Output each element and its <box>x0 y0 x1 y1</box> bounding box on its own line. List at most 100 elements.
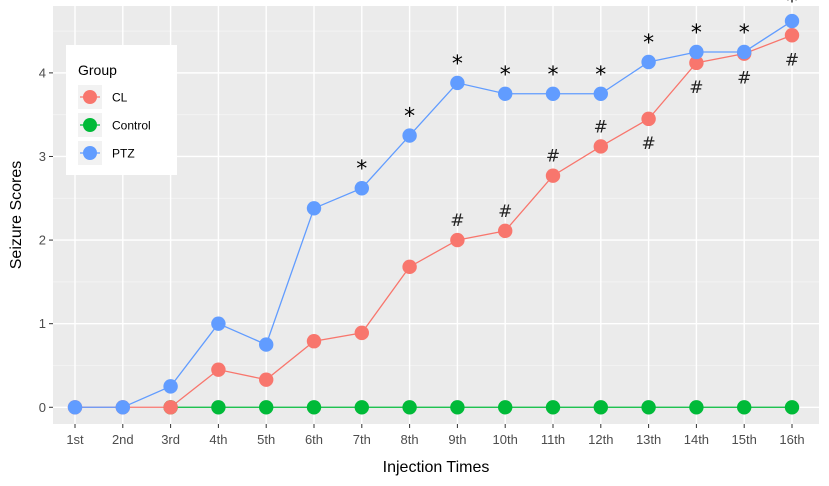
x-tick-label: 4th <box>209 432 227 447</box>
x-tick-label: 13th <box>636 432 661 447</box>
data-point-cl <box>641 111 656 127</box>
x-axis: 1st 2nd 3rd 4th 5th 6th 7th 8th 9th 10th 11th 12th 1… <box>66 424 805 447</box>
significance-hash: # <box>546 147 560 167</box>
data-point-ptz <box>784 13 800 29</box>
data-point-ptz <box>402 128 417 143</box>
data-point-control <box>211 400 226 415</box>
significance-hash: # <box>594 117 608 137</box>
data-point-control <box>784 400 800 415</box>
data-point-ptz <box>450 75 465 91</box>
series-points <box>67 13 800 415</box>
data-point-cl <box>211 362 226 377</box>
data-point-control <box>354 400 369 415</box>
data-point-ptz <box>498 86 513 101</box>
x-tick-label: 2nd <box>112 432 134 447</box>
data-point-control <box>593 400 608 415</box>
y-axis-title: Seizure Scores <box>8 161 25 270</box>
data-point-control <box>545 400 561 415</box>
data-point-ptz <box>211 316 226 331</box>
data-point-ptz <box>641 54 656 70</box>
x-tick-label: 9th <box>448 432 466 447</box>
y-tick-label: 1 <box>39 316 46 331</box>
legend: Group CL Control PTZ <box>66 45 177 175</box>
significance-star: * <box>356 157 367 182</box>
significance-star: * <box>643 31 654 56</box>
x-tick-label: 15th <box>732 432 757 447</box>
data-point-control <box>259 400 274 415</box>
data-point-ptz <box>545 86 561 101</box>
legend-label-control: Control <box>112 119 151 133</box>
data-point-ptz <box>689 44 704 60</box>
significance-star: * <box>595 63 606 88</box>
legend-key-point-cl <box>83 90 97 104</box>
data-point-cl <box>259 372 274 387</box>
x-tick-label: 8th <box>401 432 419 447</box>
data-point-ptz <box>737 44 752 60</box>
data-point-cl <box>689 55 704 71</box>
data-point-cl <box>306 334 322 349</box>
data-point-cl <box>784 28 800 43</box>
plot-panel <box>53 6 819 424</box>
data-point-cl <box>593 139 608 154</box>
data-point-control <box>737 400 752 415</box>
x-tick-label: 14th <box>684 432 709 447</box>
y-tick-label: 3 <box>39 149 46 164</box>
data-point-ptz <box>593 86 608 101</box>
data-point-ptz <box>354 181 369 196</box>
data-point-ptz <box>259 337 274 352</box>
legend-keys: CL Control PTZ <box>78 85 151 165</box>
significance-star: * <box>452 52 463 77</box>
data-point-control <box>641 400 656 415</box>
x-axis-title: Injection Times <box>383 459 490 476</box>
significance-star: * <box>691 21 702 46</box>
data-point-control <box>450 400 465 415</box>
x-tick-label: 11th <box>541 432 565 447</box>
y-tick-label: 0 <box>39 400 46 415</box>
data-point-cl <box>354 325 369 341</box>
legend-label-ptz: PTZ <box>112 147 135 161</box>
x-tick-label: 7th <box>353 432 371 447</box>
data-point-cl <box>498 223 513 239</box>
data-point-ptz <box>163 379 178 394</box>
data-point-cl <box>545 168 561 183</box>
legend-title: Group <box>78 62 117 78</box>
x-tick-label: 6th <box>305 432 323 447</box>
significance-star: * <box>404 105 415 130</box>
y-axis: 0 1 2 3 4 <box>39 65 53 415</box>
x-tick-label: 3rd <box>161 432 180 447</box>
x-tick-label: 16th <box>779 432 804 447</box>
data-point-ptz <box>115 400 130 415</box>
legend-key-point-ptz <box>83 146 97 160</box>
data-point-cl <box>163 400 178 415</box>
significance-star: * <box>739 21 750 46</box>
significance-hash: # <box>641 134 655 154</box>
significance-hash: # <box>689 78 703 98</box>
data-point-ptz <box>67 400 83 415</box>
grid-minor <box>53 30 819 366</box>
data-point-ptz <box>306 201 322 216</box>
data-point-cl <box>402 259 417 275</box>
data-point-control <box>402 400 417 415</box>
significance-annotations: * * * * * * * * * * # # # # # # # # <box>356 0 799 231</box>
significance-star: * <box>548 63 559 88</box>
series-line-ptz <box>75 20 793 408</box>
significance-hash: # <box>785 50 799 70</box>
y-tick-label: 2 <box>39 233 46 248</box>
grid-major <box>53 6 819 424</box>
series-lines <box>75 20 793 408</box>
data-point-cl <box>450 232 465 248</box>
significance-hash: # <box>498 202 512 222</box>
x-tick-label: 10th <box>493 432 518 447</box>
significance-star: * <box>787 0 798 15</box>
significance-hash: # <box>737 69 751 89</box>
x-tick-label: 12th <box>588 432 613 447</box>
y-tick-label: 4 <box>39 65 46 80</box>
significance-star: * <box>500 63 511 88</box>
significance-hash: # <box>450 211 464 231</box>
data-point-control <box>689 400 704 415</box>
data-point-control <box>306 400 322 415</box>
x-tick-label: 1st <box>66 432 84 447</box>
legend-label-cl: CL <box>112 91 128 105</box>
legend-key-point-control <box>83 118 97 132</box>
